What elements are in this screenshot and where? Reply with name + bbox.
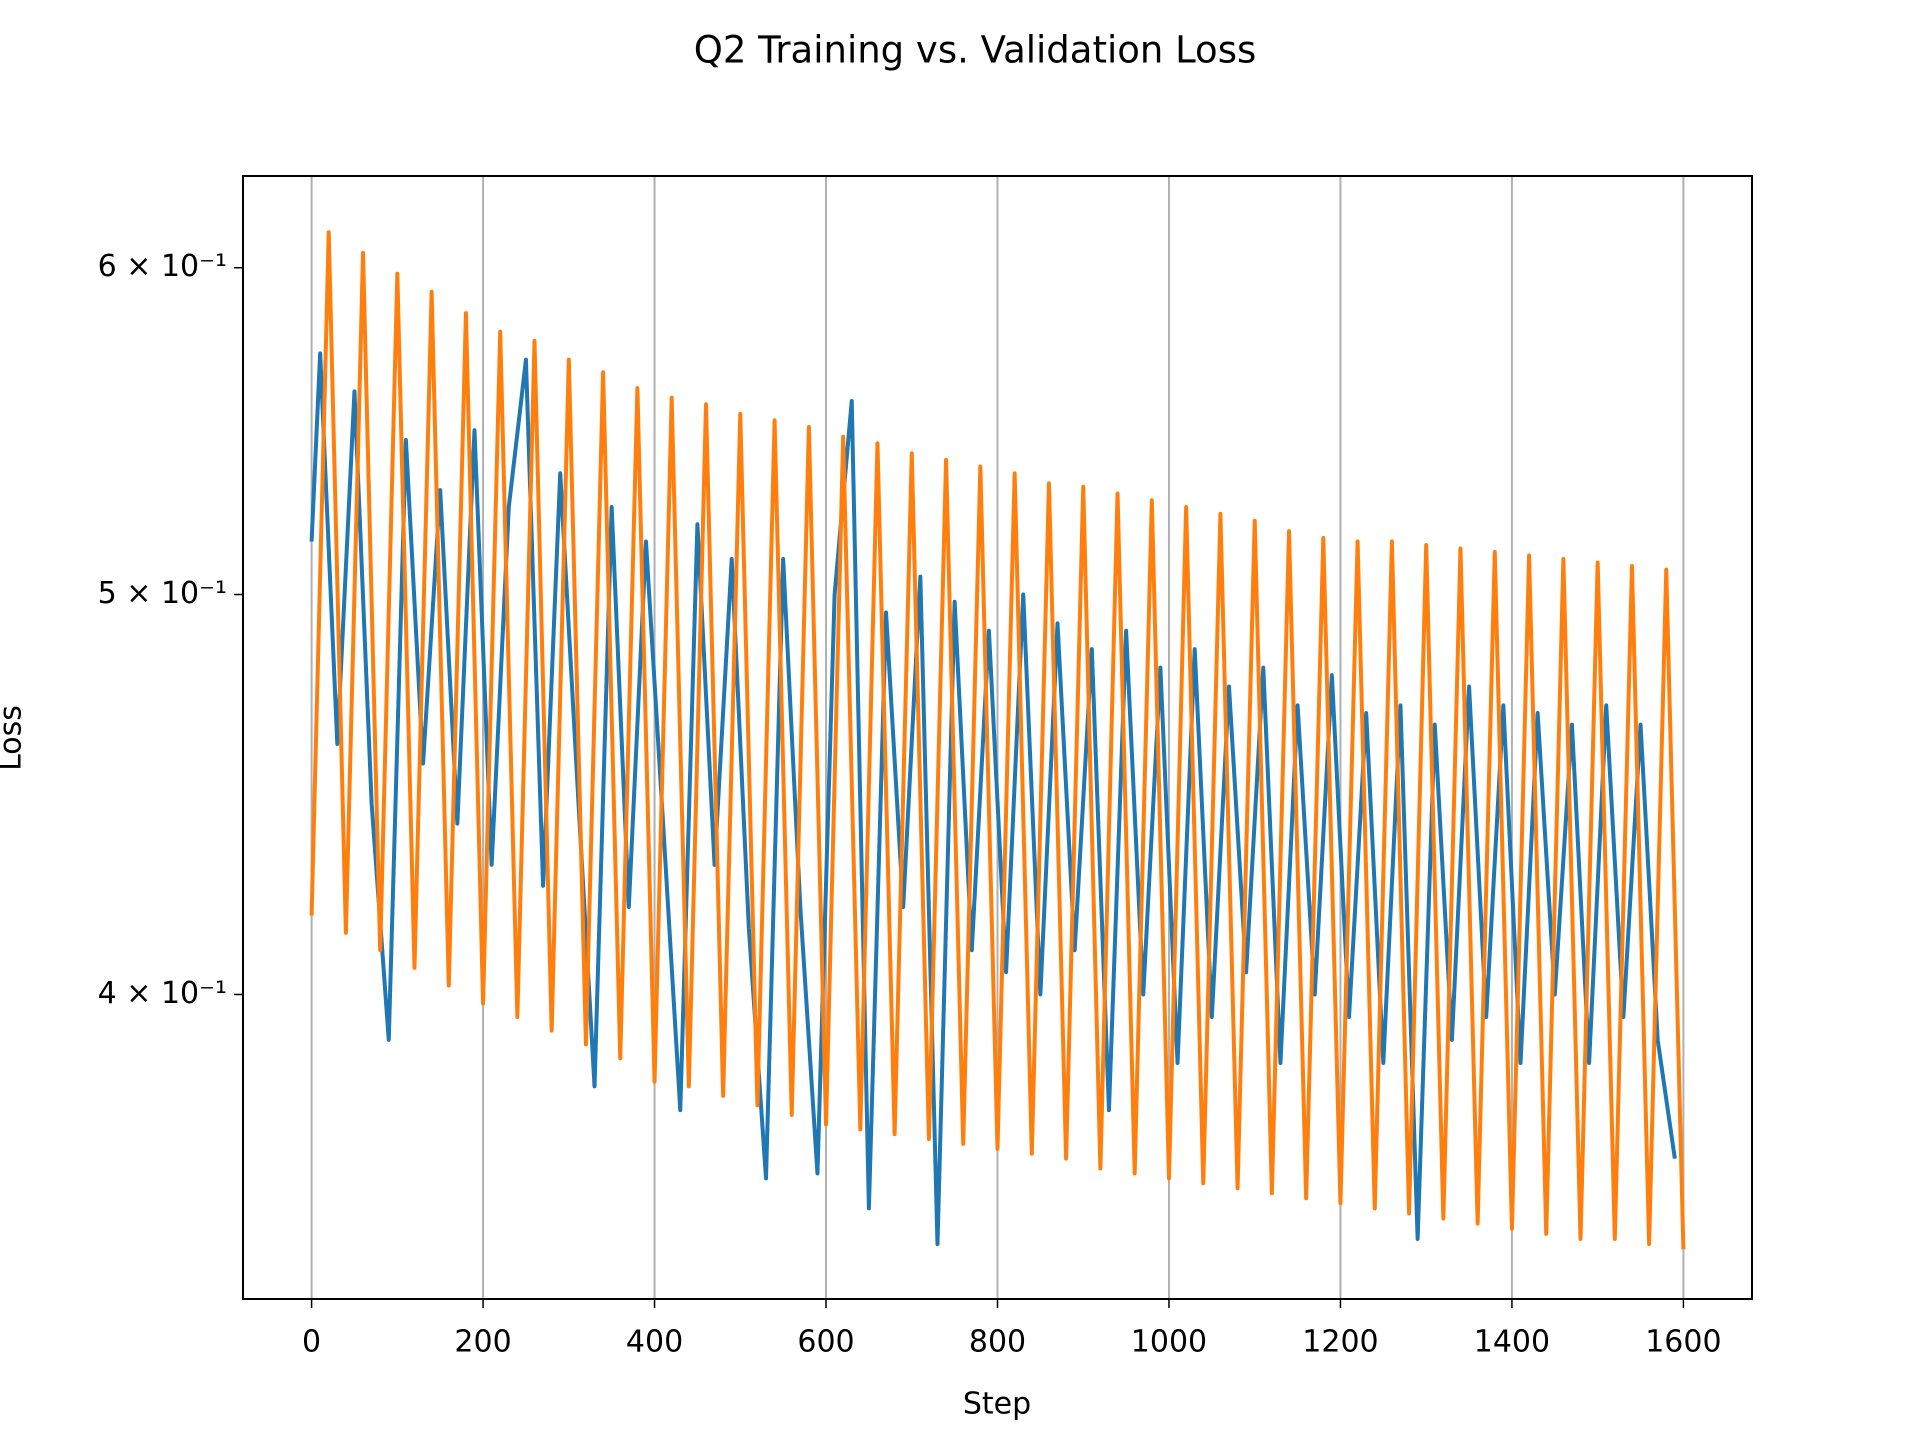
x-tick-label: 1400: [1474, 1325, 1550, 1360]
y-tick-label: 4 × 10⁻¹: [98, 976, 227, 1011]
chart-title: Q2 Training vs. Validation Loss: [694, 29, 1257, 72]
x-tick-label: 1000: [1131, 1325, 1207, 1360]
y-tick-label: 5 × 10⁻¹: [98, 576, 227, 611]
y-tick-label: 6 × 10⁻¹: [98, 249, 227, 284]
x-tick-label: 600: [797, 1325, 854, 1360]
plot-frame: [242, 175, 1753, 1300]
y-axis-label: Loss: [0, 705, 29, 771]
x-tick-label: 800: [969, 1325, 1026, 1360]
series-line: [309, 230, 1686, 1250]
series-line: [309, 351, 1677, 1247]
x-axis-label: Step: [963, 1387, 1031, 1422]
x-tick-label: 1200: [1302, 1325, 1378, 1360]
x-tick-label: 0: [302, 1325, 321, 1360]
x-tick-label: 1600: [1645, 1325, 1721, 1360]
x-tick-label: 200: [454, 1325, 511, 1360]
x-tick-label: 400: [626, 1325, 683, 1360]
